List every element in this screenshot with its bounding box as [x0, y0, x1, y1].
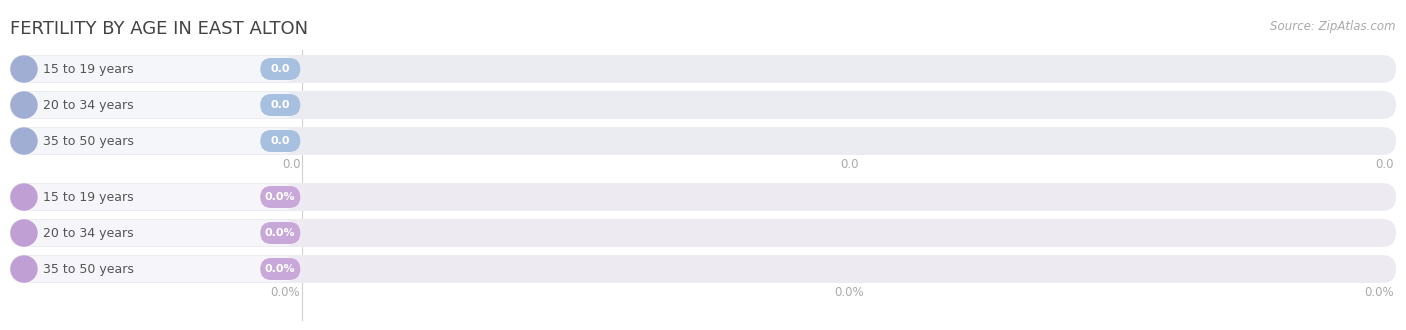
Text: 15 to 19 years: 15 to 19 years	[44, 190, 134, 204]
FancyBboxPatch shape	[11, 256, 297, 282]
Text: 0.0: 0.0	[270, 136, 290, 146]
Text: 0.0%: 0.0%	[264, 192, 295, 202]
FancyBboxPatch shape	[10, 219, 1396, 247]
FancyBboxPatch shape	[11, 56, 297, 82]
Text: 0.0: 0.0	[270, 64, 290, 74]
FancyBboxPatch shape	[260, 58, 301, 80]
Text: 0.0%: 0.0%	[1364, 286, 1393, 299]
Text: 0.0%: 0.0%	[264, 264, 295, 274]
Text: 20 to 34 years: 20 to 34 years	[44, 98, 134, 112]
FancyBboxPatch shape	[10, 91, 1396, 119]
Circle shape	[11, 220, 37, 246]
FancyBboxPatch shape	[260, 222, 301, 244]
FancyBboxPatch shape	[11, 220, 297, 246]
Text: 35 to 50 years: 35 to 50 years	[44, 262, 134, 276]
Circle shape	[11, 92, 37, 118]
Text: FERTILITY BY AGE IN EAST ALTON: FERTILITY BY AGE IN EAST ALTON	[10, 20, 308, 38]
Circle shape	[11, 184, 37, 210]
FancyBboxPatch shape	[260, 130, 301, 152]
FancyBboxPatch shape	[11, 184, 297, 210]
FancyBboxPatch shape	[260, 258, 301, 280]
Text: 15 to 19 years: 15 to 19 years	[44, 62, 134, 76]
Text: 0.0: 0.0	[270, 100, 290, 110]
Text: 20 to 34 years: 20 to 34 years	[44, 226, 134, 240]
FancyBboxPatch shape	[11, 92, 297, 118]
Text: 35 to 50 years: 35 to 50 years	[44, 135, 134, 148]
FancyBboxPatch shape	[10, 255, 1396, 283]
Text: Source: ZipAtlas.com: Source: ZipAtlas.com	[1271, 20, 1396, 33]
Text: 0.0%: 0.0%	[271, 286, 301, 299]
FancyBboxPatch shape	[11, 128, 297, 154]
Text: 0.0: 0.0	[1375, 158, 1393, 171]
FancyBboxPatch shape	[10, 183, 1396, 211]
Circle shape	[11, 128, 37, 154]
FancyBboxPatch shape	[10, 127, 1396, 155]
Circle shape	[11, 56, 37, 82]
Circle shape	[11, 256, 37, 282]
FancyBboxPatch shape	[260, 94, 301, 116]
Text: 0.0%: 0.0%	[264, 228, 295, 238]
Text: 0.0%: 0.0%	[834, 286, 863, 299]
Text: 0.0: 0.0	[839, 158, 859, 171]
FancyBboxPatch shape	[260, 186, 301, 208]
Text: 0.0: 0.0	[281, 158, 301, 171]
FancyBboxPatch shape	[10, 55, 1396, 83]
